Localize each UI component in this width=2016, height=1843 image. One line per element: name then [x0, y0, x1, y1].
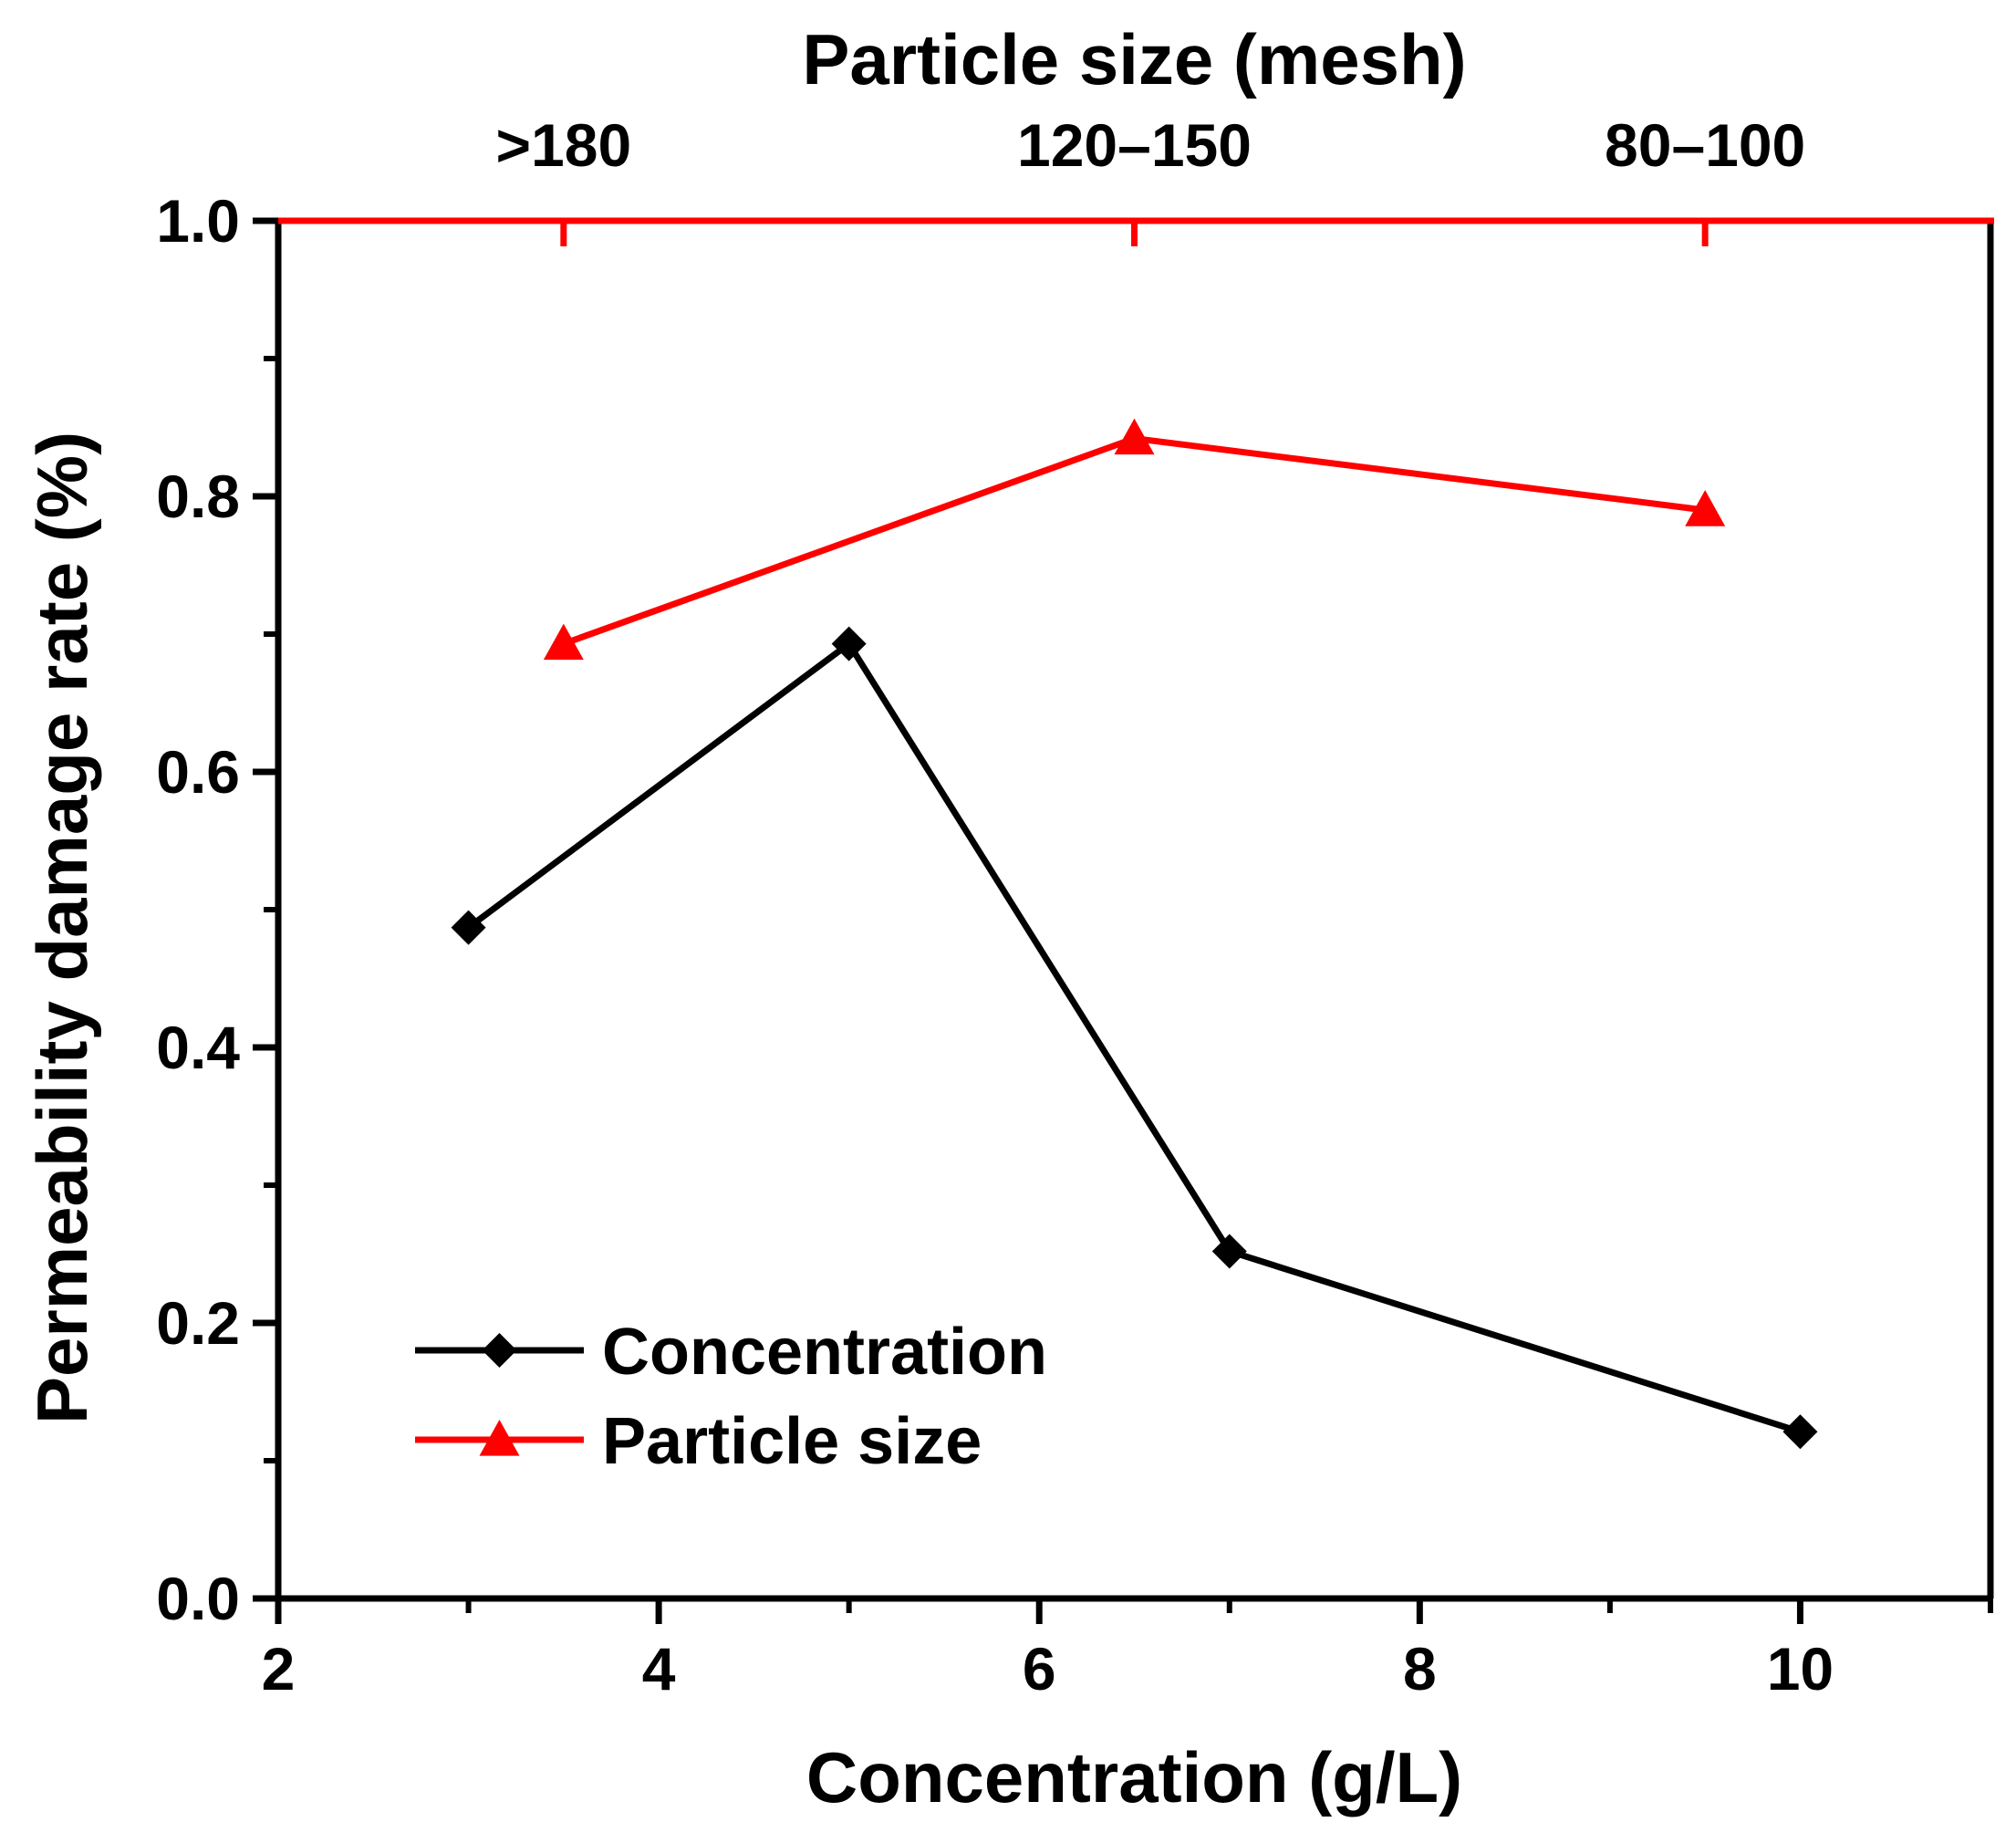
y-tick-label: 0.0	[156, 1565, 240, 1632]
axis-titles: Concentration (g/L) Particle size (mesh)…	[22, 19, 1467, 1817]
top-tick-label: 80–100	[1605, 111, 1805, 179]
legend-marker	[482, 1333, 517, 1368]
top-tick-label: 120–150	[1017, 111, 1252, 179]
data-point	[831, 626, 867, 661]
series-line-concentration	[466, 639, 1802, 1435]
legend: Concentration Particle size	[415, 1316, 1047, 1478]
series-layer	[451, 418, 1818, 1450]
series-line-particle-size	[562, 435, 1706, 647]
data-point	[1782, 1414, 1818, 1450]
x-axis-title: Concentration (g/L)	[806, 1737, 1462, 1817]
data-point	[451, 910, 486, 945]
x-tick-label: 6	[1023, 1635, 1056, 1702]
data-point	[1685, 490, 1726, 526]
legend-label: Particle size	[602, 1405, 982, 1478]
data-point	[1114, 418, 1155, 455]
data-point	[543, 623, 584, 661]
data-point	[1211, 1234, 1247, 1269]
y-tick-label: 0.4	[156, 1014, 240, 1081]
x-tick-label: 4	[642, 1635, 676, 1702]
top-tick-label: >180	[495, 111, 631, 179]
x-tick-label: 2	[262, 1635, 296, 1702]
legend-marker	[479, 1420, 520, 1456]
top-axis-title: Particle size (mesh)	[802, 19, 1466, 99]
y-axis-title: Permeability damage rate (%)	[22, 432, 102, 1424]
y-tick-label: 0.6	[156, 738, 240, 806]
x-tick-label: 8	[1403, 1635, 1437, 1702]
y-tick-label: 0.2	[156, 1289, 240, 1357]
axis-ticks: 2 4 6 8 10 0.0 0.2 0.4 0.6 0.8 1.0 >180 120–150 80–10…	[156, 111, 1993, 1702]
x-tick-label: 10	[1767, 1635, 1834, 1702]
y-tick-label: 0.8	[156, 463, 240, 530]
legend-label: Concentration	[602, 1316, 1047, 1389]
y-tick-label: 1.0	[156, 187, 240, 255]
